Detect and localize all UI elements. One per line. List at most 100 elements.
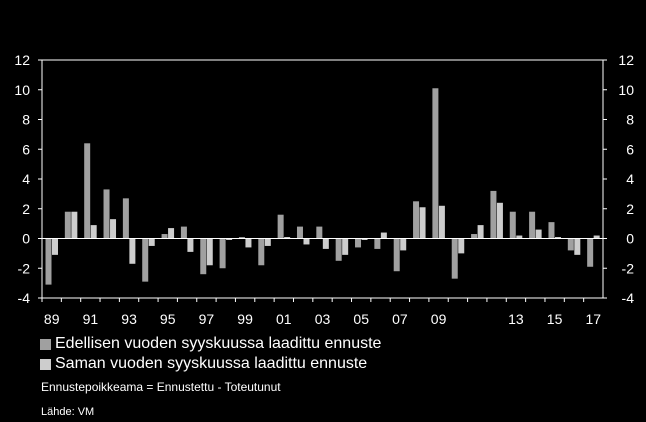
bar-same-year-1995 — [168, 228, 175, 239]
y-tick-label-left: 8 — [22, 112, 30, 128]
bar-previous-year-2011 — [471, 234, 478, 239]
bar-same-year-1992 — [110, 219, 117, 239]
bar-same-year-2013 — [516, 235, 523, 239]
bar-previous-year-2013 — [509, 211, 516, 239]
bar-previous-year-1995 — [161, 234, 168, 239]
bar-same-year-1993 — [129, 238, 136, 264]
bar-same-year-1991 — [90, 225, 97, 239]
bar-previous-year-1994 — [142, 238, 149, 282]
x-tick-label-09: 09 — [431, 311, 447, 327]
x-tick-label-95: 95 — [160, 311, 176, 327]
y-tick-label-right: 0 — [626, 231, 634, 247]
x-tick-label-17: 17 — [586, 311, 602, 327]
bar-same-year-2014 — [535, 229, 542, 239]
x-tick-label-13: 13 — [508, 311, 524, 327]
x-tick-label-99: 99 — [237, 311, 253, 327]
legend: Edellisen vuoden syyskuussa laadittu enn… — [40, 334, 381, 374]
bar-same-year-2007 — [400, 238, 407, 251]
bar-same-year-1998 — [226, 238, 233, 240]
bar-same-year-1997 — [206, 238, 213, 266]
bar-previous-year-2009 — [432, 88, 439, 239]
bar-same-year-2006 — [380, 232, 387, 239]
bar-same-year-2009 — [438, 205, 445, 239]
bar-same-year-2016 — [574, 238, 581, 255]
bar-same-year-1996 — [187, 238, 194, 252]
bar-same-year-1994 — [148, 238, 155, 246]
bar-previous-year-2006 — [374, 238, 381, 249]
legend-item-same-year: Saman vuoden syyskuussa laadittu ennuste — [40, 354, 381, 374]
bar-previous-year-1997 — [200, 238, 207, 275]
bar-same-year-1989 — [52, 238, 58, 255]
x-tick-label-03: 03 — [315, 311, 331, 327]
bar-previous-year-2017 — [587, 238, 594, 267]
bar-previous-year-2012 — [490, 190, 497, 239]
x-tick-label-93: 93 — [121, 311, 137, 327]
bar-previous-year-2001 — [277, 214, 284, 239]
bar-same-year-2010 — [458, 238, 465, 254]
legend-label-same-year: Saman vuoden syyskuussa laadittu ennuste — [55, 355, 368, 372]
legend-item-previous-year: Edellisen vuoden syyskuussa laadittu enn… — [40, 334, 381, 354]
bar-previous-year-1993 — [122, 198, 129, 239]
y-tick-label-left: -2 — [18, 260, 31, 276]
bar-previous-year-1999 — [238, 237, 245, 239]
bar-same-year-1999 — [245, 238, 252, 248]
bar-previous-year-1989 — [45, 238, 52, 285]
bars — [45, 88, 600, 285]
bar-same-year-2005 — [361, 238, 368, 240]
bar-previous-year-2002 — [296, 226, 303, 239]
plot-frame — [41, 59, 604, 299]
bar-same-year-2004 — [342, 238, 349, 255]
bar-previous-year-1990 — [64, 211, 71, 239]
legend-label-previous-year: Edellisen vuoden syyskuussa laadittu enn… — [55, 335, 382, 352]
bar-previous-year-2003 — [316, 226, 323, 239]
bar-same-year-2003 — [322, 238, 329, 249]
bar-same-year-2002 — [303, 238, 310, 245]
x-tick-label-05: 05 — [353, 311, 369, 327]
y-tick-label-left: 2 — [22, 201, 30, 217]
y-tick-label-right: 2 — [626, 201, 634, 217]
bar-previous-year-2004 — [335, 238, 342, 261]
bar-previous-year-2014 — [529, 211, 536, 239]
bar-same-year-2017 — [593, 235, 600, 239]
bar-previous-year-2015 — [548, 222, 555, 239]
tick-labels: 12 12 10 10 8 8 6 6 4 4 2 2 0 0 -2 -2 -4 -4 89 91 93 95 97 99 01… — [14, 52, 634, 327]
y-tick-label-left: -4 — [18, 290, 31, 306]
legend-swatch-previous-year — [40, 338, 51, 350]
source-note: Lähde: VM — [41, 406, 95, 418]
bar-previous-year-2000 — [258, 238, 265, 266]
y-tick-label-left: 10 — [14, 82, 30, 98]
y-tick-label-right: 8 — [626, 112, 634, 128]
x-tick-label-89: 89 — [44, 311, 60, 327]
legend-swatch-same-year — [40, 358, 51, 370]
bar-previous-year-2016 — [567, 238, 574, 251]
y-tick-label-left: 6 — [22, 141, 30, 157]
x-tick-label-07: 07 — [392, 311, 408, 327]
bar-same-year-2001 — [284, 237, 291, 239]
x-tick-label-01: 01 — [276, 311, 292, 327]
plot-area — [41, 59, 604, 299]
bar-same-year-2000 — [264, 238, 271, 246]
bar-previous-year-1998 — [219, 238, 226, 269]
formula-note: Ennustepoikkeama = Ennustettu - Toteutun… — [41, 380, 281, 394]
axes — [38, 59, 607, 302]
y-tick-label-right: -4 — [622, 290, 635, 306]
bar-same-year-2011 — [477, 225, 484, 239]
y-tick-label-left: 0 — [22, 231, 30, 247]
bar-previous-year-1992 — [103, 189, 110, 239]
bar-same-year-1990 — [71, 211, 78, 239]
bar-same-year-2015 — [554, 237, 561, 239]
y-tick-label-right: 12 — [618, 52, 634, 68]
y-tick-label-right: 10 — [618, 82, 634, 98]
y-tick-label-left: 4 — [22, 171, 30, 187]
bar-same-year-2012 — [496, 202, 503, 239]
bar-previous-year-2008 — [413, 201, 420, 239]
y-tick-label-right: 4 — [626, 171, 634, 187]
bar-previous-year-2005 — [355, 238, 362, 248]
y-tick-label-right: -2 — [622, 260, 635, 276]
bar-same-year-2008 — [419, 207, 426, 239]
bar-previous-year-1991 — [84, 143, 91, 239]
bar-previous-year-2007 — [393, 238, 400, 272]
x-tick-label-91: 91 — [83, 311, 99, 327]
y-tick-label-left: 12 — [14, 52, 30, 68]
